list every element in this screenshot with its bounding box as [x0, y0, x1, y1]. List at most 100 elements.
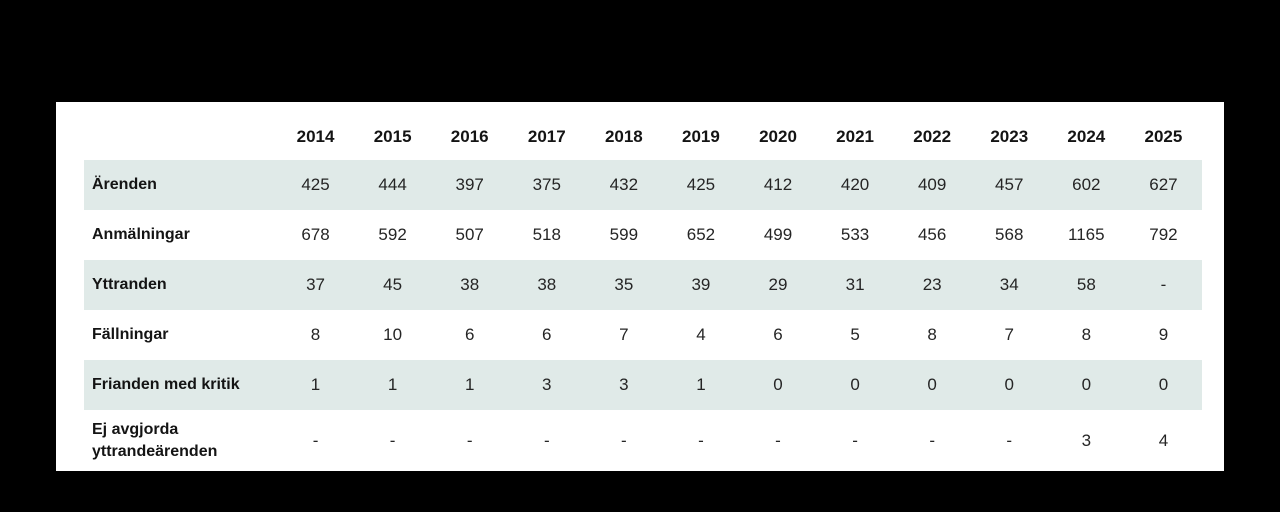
- table-cell: 23: [893, 260, 971, 310]
- table-cell: 432: [585, 160, 663, 210]
- table-cell: 6: [773, 325, 783, 344]
- table-cell: -: [466, 430, 473, 450]
- header-row: 2014 2015 2016 2017 2018 2019 2020 2021 …: [84, 114, 1202, 160]
- column-header-year: 2025: [1144, 127, 1183, 146]
- table-cell: 627: [1124, 160, 1202, 210]
- table-cell: 1: [662, 360, 740, 410]
- table-cell: 6: [464, 325, 475, 344]
- table-cell: 4: [1158, 430, 1169, 450]
- table-cell: 420: [816, 160, 894, 210]
- table-cell: 456: [917, 225, 947, 244]
- table-cell: 39: [662, 260, 740, 310]
- row-label: Yttranden: [84, 260, 277, 310]
- table-cell: -: [698, 430, 704, 450]
- row-label: Fällningar: [92, 326, 169, 343]
- column-header-year: 2021: [836, 127, 874, 146]
- column-header-year: 2015: [373, 127, 412, 146]
- table-cell: 6: [542, 325, 552, 344]
- table-cell: 412: [739, 160, 817, 210]
- table-cell: 5: [850, 325, 860, 344]
- table-cell: -: [775, 430, 781, 450]
- table-cell: 3: [585, 360, 663, 410]
- table-row-ej-avgjorda-yttrandearenden: Ej avgjorda yttrandeärenden - - - - - - …: [84, 410, 1202, 471]
- table-row-arenden: Ärenden 425 444 397 375 432 425 412 420 …: [84, 160, 1202, 210]
- corner-cell: [84, 114, 277, 160]
- column-header-year: 2024: [1067, 127, 1106, 146]
- table-cell: 0: [1047, 360, 1125, 410]
- table-cell: 38: [431, 260, 509, 310]
- table-cell: 1: [277, 360, 355, 410]
- row-label: Frianden med kritik: [84, 360, 277, 410]
- column-header-year: 2023: [990, 127, 1029, 146]
- column-header-year: 2019: [682, 127, 720, 146]
- table-cell: 425: [662, 160, 740, 210]
- table-cell: -: [543, 430, 550, 450]
- table-cell: 4: [696, 325, 706, 344]
- table-cell: -: [312, 430, 319, 450]
- table-cell: 3: [1081, 430, 1092, 450]
- table-cell: 35: [585, 260, 663, 310]
- column-header-year: 2020: [759, 127, 797, 146]
- table-cell: 652: [686, 225, 716, 244]
- table-cell: 58: [1047, 260, 1125, 310]
- table-cell: 29: [739, 260, 817, 310]
- row-label: Ärenden: [84, 160, 277, 210]
- table-cell: 0: [893, 360, 971, 410]
- table-cell: 533: [840, 225, 870, 244]
- table-cell: 592: [378, 225, 407, 244]
- table-cell: 38: [508, 260, 586, 310]
- table-cell: 10: [383, 325, 403, 344]
- table-cell: 0: [1124, 360, 1202, 410]
- table-cell: 45: [354, 260, 432, 310]
- table-cell: 8: [310, 325, 321, 344]
- table-cell: 7: [619, 325, 629, 344]
- table-cell: 0: [816, 360, 894, 410]
- table-cell: 34: [970, 260, 1048, 310]
- table-row-frianden-med-kritik: Frianden med kritik 1 1 1 3 3 1 0 0 0 0 …: [84, 360, 1202, 410]
- column-header-year: 2022: [913, 127, 952, 146]
- table-cell: 678: [301, 225, 330, 244]
- column-header-year: 2017: [527, 127, 566, 146]
- row-label: Ej avgjorda yttrandeärenden: [92, 420, 218, 460]
- table-cell: 9: [1158, 325, 1169, 344]
- table-cell: 602: [1047, 160, 1125, 210]
- table-row-anmalningar: Anmälningar 678 592 507 518 599 652 499 …: [84, 210, 1202, 260]
- table-cell: 8: [927, 325, 937, 344]
- table-cell: 375: [508, 160, 586, 210]
- table-cell: 1: [354, 360, 432, 410]
- column-header-year: 2016: [450, 127, 489, 146]
- table-cell: 0: [739, 360, 817, 410]
- table-cell: 31: [816, 260, 894, 310]
- statistics-table-card: 2014 2015 2016 2017 2018 2019 2020 2021 …: [56, 102, 1224, 471]
- table-cell: 37: [277, 260, 355, 310]
- table-cell: 457: [970, 160, 1048, 210]
- table-row-fallningar: Fällningar 8 10 6 6 7 4 6 5 8 7 8 9: [84, 310, 1202, 360]
- table-cell: 425: [277, 160, 355, 210]
- table-cell: -: [621, 430, 627, 450]
- table-cell: 518: [532, 225, 561, 244]
- table-cell: 397: [431, 160, 509, 210]
- table-cell: -: [929, 430, 935, 450]
- table-cell: -: [389, 430, 396, 450]
- column-header-year: 2014: [296, 127, 335, 146]
- table-cell: 3: [508, 360, 586, 410]
- table-cell: 1165: [1068, 225, 1105, 244]
- table-cell: -: [1006, 430, 1013, 450]
- column-header-year: 2018: [604, 127, 643, 146]
- table-cell: 599: [609, 225, 639, 244]
- statistics-table: 2014 2015 2016 2017 2018 2019 2020 2021 …: [84, 114, 1202, 471]
- table-cell: 7: [1004, 325, 1014, 344]
- table-cell: -: [852, 430, 858, 450]
- table-cell: 507: [455, 225, 484, 244]
- table-cell: 444: [354, 160, 432, 210]
- table-cell: 0: [970, 360, 1048, 410]
- table-cell: 568: [995, 225, 1024, 244]
- table-cell: 8: [1081, 325, 1092, 344]
- table-row-yttranden: Yttranden 37 45 38 38 35 39 29 31 23 34 …: [84, 260, 1202, 310]
- table-cell: -: [1124, 260, 1202, 310]
- table-cell: 499: [763, 225, 793, 244]
- table-cell: 409: [893, 160, 971, 210]
- table-cell: 792: [1149, 225, 1178, 244]
- row-label: Anmälningar: [92, 226, 190, 243]
- table-cell: 1: [431, 360, 509, 410]
